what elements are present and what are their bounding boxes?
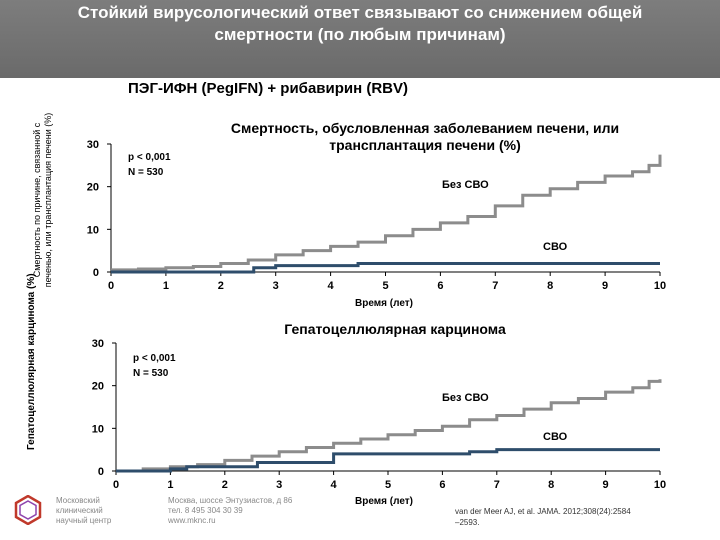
regimen-subtitle: ПЭГ-ИФН (PegIFN) + рибавирин (RBV) xyxy=(128,80,408,97)
chart2-pvalue: p < 0,001 xyxy=(133,353,176,364)
chart2-xtick-label: 9 xyxy=(603,479,609,491)
chart1-xtick-label: 9 xyxy=(602,280,608,292)
chart2-xtick-label: 10 xyxy=(654,479,666,491)
chart2-xtick-label: 1 xyxy=(167,479,173,491)
chart2-series-svr-line xyxy=(116,448,660,473)
chart2-label-svr: СВО xyxy=(543,431,568,443)
chart1-xtick-label: 6 xyxy=(437,280,443,292)
chart1-xtick-label: 4 xyxy=(328,280,335,292)
chart1-xtick-label: 5 xyxy=(382,280,388,292)
chart1-series-svr-line xyxy=(111,261,660,274)
chart1-xtick-label: 2 xyxy=(218,280,224,292)
chart1-xtick-label: 0 xyxy=(108,280,114,292)
chart1-label-svr: СВО xyxy=(543,241,568,253)
chart1-stats: p < 0,001 N = 530 xyxy=(128,150,171,180)
chart2-xtick-label: 0 xyxy=(113,479,119,491)
chart2-n: N = 530 xyxy=(133,368,169,379)
chart2-ytick-label: 10 xyxy=(92,423,104,435)
chart1-title: Смертность, обусловленная заболеванием п… xyxy=(230,120,620,153)
chart2-label-no-svr: Без СВО xyxy=(442,392,489,404)
chart1-xtick-label: 7 xyxy=(492,280,498,292)
chart1-label-no-svr: Без СВО xyxy=(442,179,489,191)
chart2-ytick-label: 0 xyxy=(98,466,104,478)
chart2-xtick-label: 6 xyxy=(439,479,445,491)
chart1-ytick-label: 0 xyxy=(93,267,99,279)
slide-title-line2: смертности (по любым причинам) xyxy=(214,25,506,44)
chart2-xtick-label: 3 xyxy=(276,479,282,491)
chart2-xtick-label: 4 xyxy=(331,479,338,491)
footer-address-line1: Москва, шоссе Энтузиастов, д 86 xyxy=(168,496,293,505)
chart2-x-axis-label: Время (лет) xyxy=(352,496,416,507)
chart1-series-no-svr-line xyxy=(111,154,662,272)
footer-org-line2: клинический xyxy=(56,506,103,515)
chart2-ytick-label: 30 xyxy=(92,338,104,350)
chart1-xtick-label: 3 xyxy=(273,280,279,292)
chart1-ytick-label: 20 xyxy=(87,182,99,194)
chart1-n: N = 530 xyxy=(128,167,164,178)
slide-title: Стойкий вирусологический ответ связывают… xyxy=(0,2,720,46)
chart2-xtick-label: 5 xyxy=(385,479,391,491)
chart2-xtick-label: 8 xyxy=(548,479,554,491)
footer-org: Московский клинический научный центр xyxy=(56,496,111,526)
slide-title-line1: Стойкий вирусологический ответ связывают… xyxy=(77,3,643,22)
chart1-xtick-label: 8 xyxy=(547,280,553,292)
chart2-xtick-label: 2 xyxy=(222,479,228,491)
footer-org-line1: Московский xyxy=(56,496,100,505)
citation: van der Meer AJ, et al. JAMA. 2012;308(2… xyxy=(455,507,631,527)
slide-header: Стойкий вирусологический ответ связывают… xyxy=(0,0,720,78)
footer-address-line2: тел. 8 495 304 30 39 xyxy=(168,506,243,515)
footer-address-line3: www.mknc.ru xyxy=(168,516,216,525)
chart2-ytick-label: 20 xyxy=(92,381,104,393)
chart1-ytick-label: 30 xyxy=(87,139,99,151)
chart1-xtick-label: 10 xyxy=(654,280,666,292)
chart1-xtick-label: 1 xyxy=(163,280,169,292)
chart2-stats: p < 0,001 N = 530 xyxy=(133,351,176,381)
chart2-xtick-label: 7 xyxy=(494,479,500,491)
chart1-ytick-label: 10 xyxy=(87,224,99,236)
footer-org-line3: научный центр xyxy=(56,516,112,525)
chart2-title: Гепатоцеллюлярная карцинома xyxy=(284,321,506,337)
chart1-pvalue: p < 0,001 xyxy=(128,152,171,163)
chart2-series-no-svr-line xyxy=(116,379,662,473)
mknc-logo xyxy=(14,495,42,525)
chart1-x-axis-label: Время (лет) xyxy=(352,298,416,309)
footer-address: Москва, шоссе Энтузиастов, д 86 тел. 8 4… xyxy=(168,496,292,526)
